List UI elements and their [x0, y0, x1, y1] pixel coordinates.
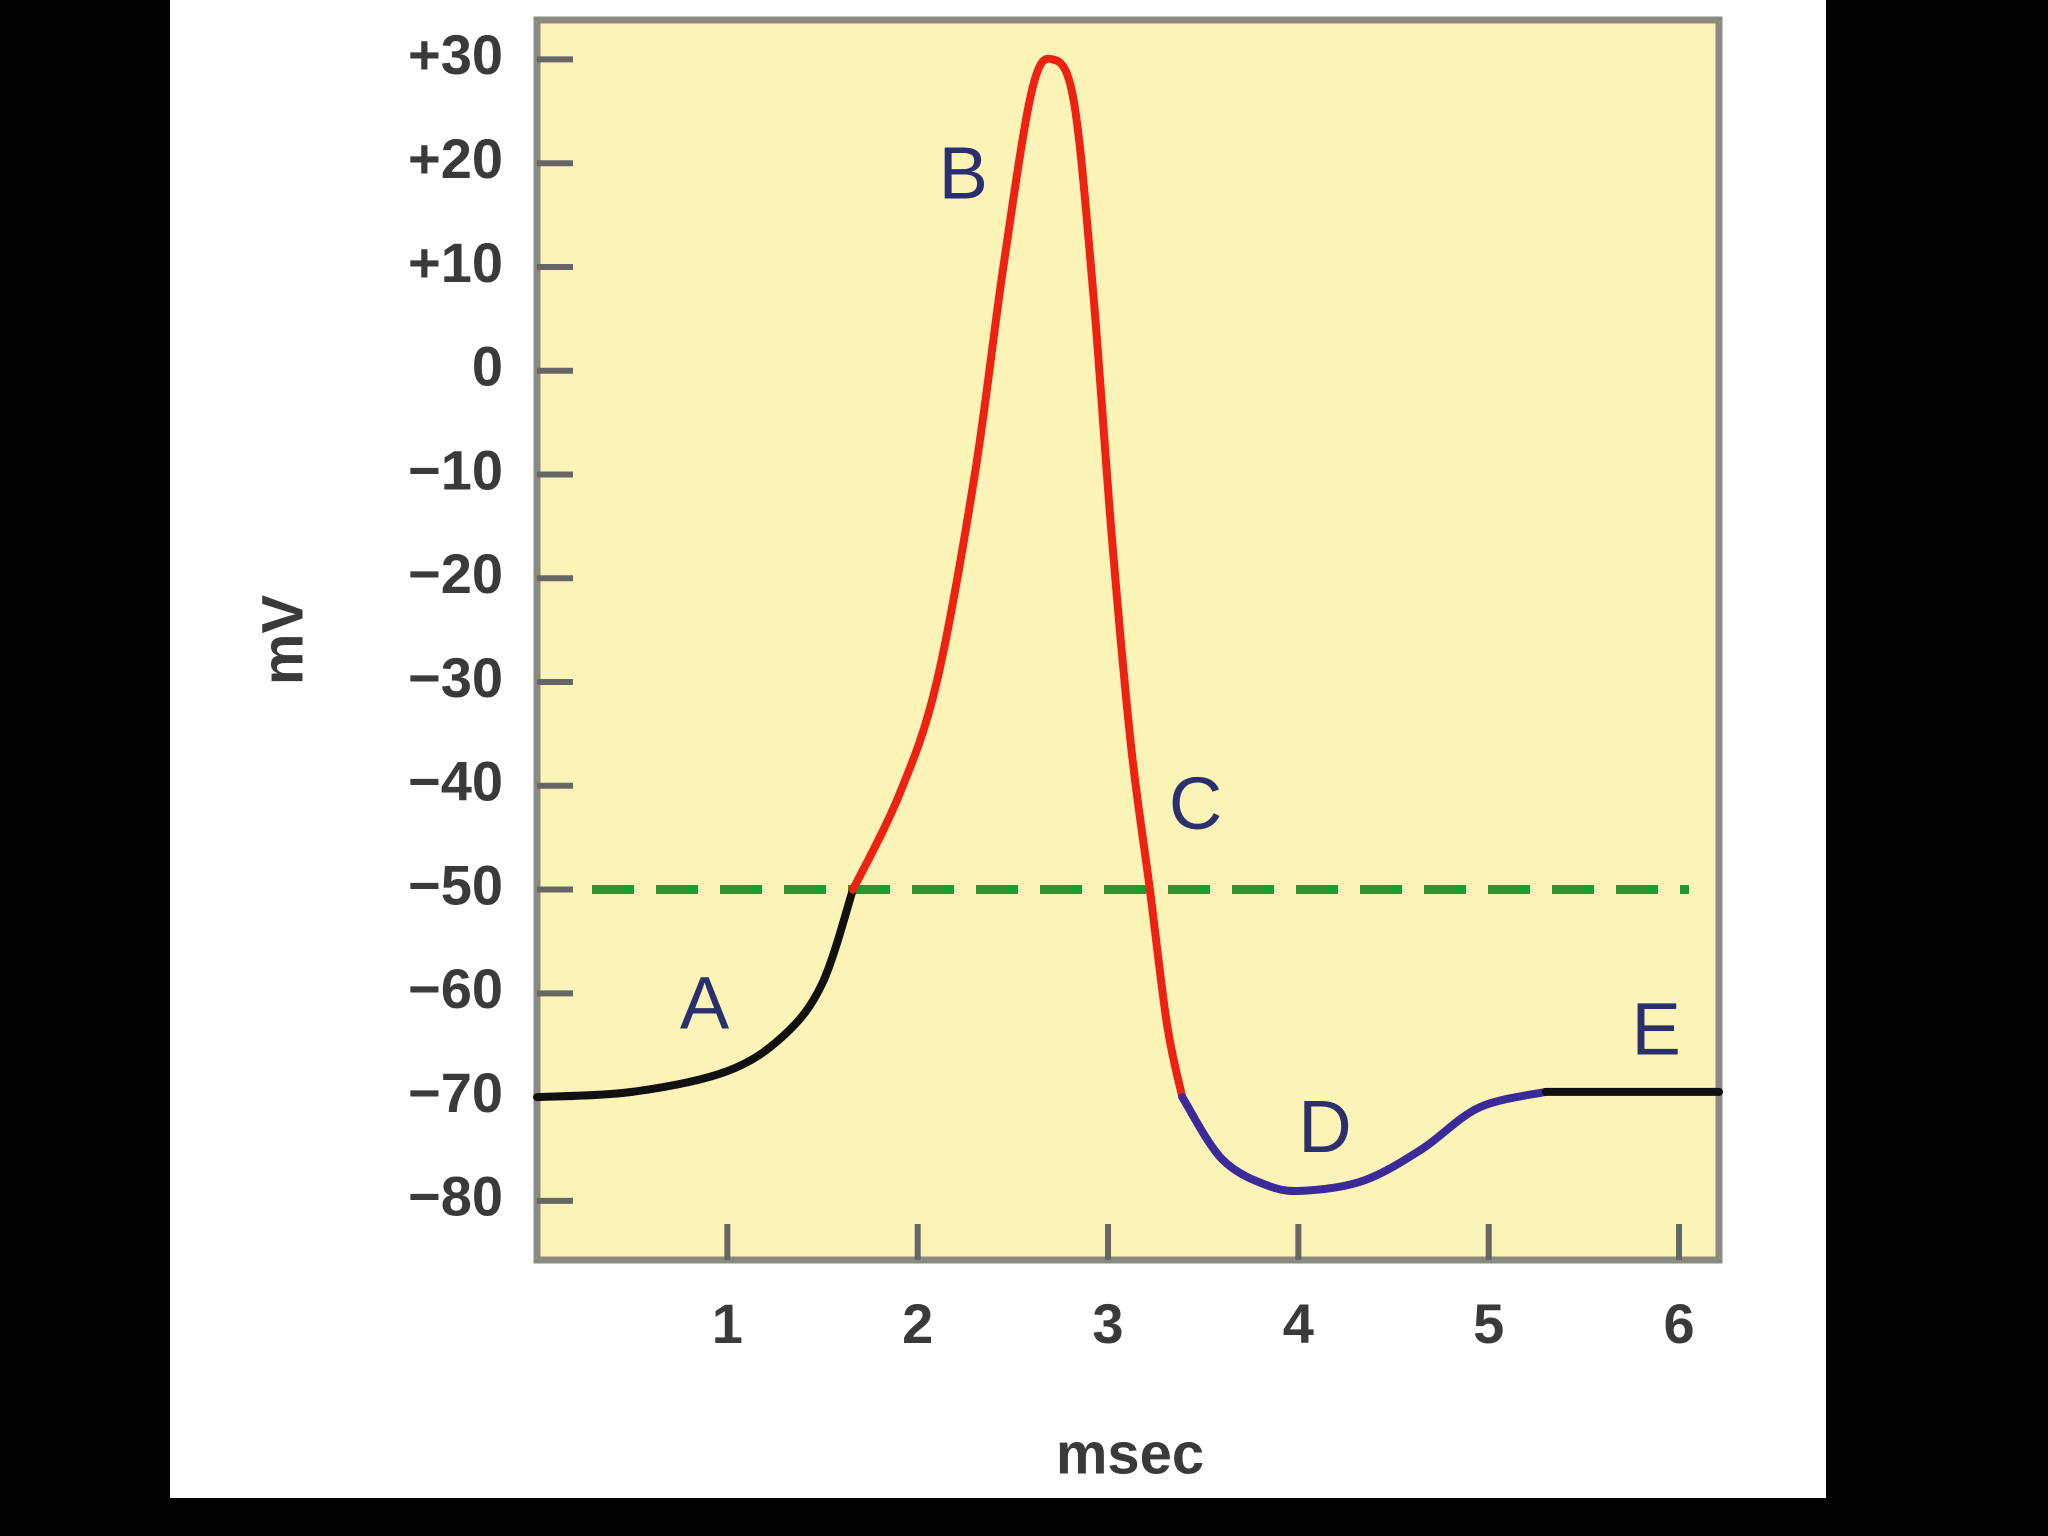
y-tick-label: −30: [408, 646, 503, 709]
phase-label: A: [680, 961, 730, 1044]
y-axis-title: mV: [250, 595, 315, 686]
y-tick-label: −70: [408, 1061, 503, 1124]
y-tick-label: −50: [408, 853, 503, 916]
line-series: [533, 885, 857, 1102]
y-tick-label: +10: [408, 231, 503, 294]
phase-label: D: [1298, 1085, 1351, 1168]
phase-label: E: [1632, 987, 1681, 1070]
y-tick-label: +30: [408, 23, 503, 86]
y-tick-label: −40: [408, 750, 503, 813]
y-tick-label: +20: [408, 127, 503, 190]
y-tick-label: −60: [408, 957, 503, 1020]
line-series: [1178, 1087, 1550, 1195]
x-tick-label: 3: [1092, 1292, 1123, 1355]
x-tick-label: 4: [1283, 1292, 1314, 1355]
x-axis-title: msec: [1056, 1421, 1204, 1486]
phase-label: B: [939, 131, 988, 214]
line-series: [848, 54, 1187, 1102]
y-tick-label: −20: [408, 542, 503, 605]
y-tick-label: −80: [408, 1165, 503, 1228]
x-tick-label: 6: [1663, 1292, 1694, 1355]
x-tick-label: 1: [712, 1292, 743, 1355]
x-tick-label: 2: [902, 1292, 933, 1355]
y-tick-label: 0: [472, 335, 503, 398]
y-tick-label: −10: [408, 438, 503, 501]
plot-area: [533, 16, 1723, 1264]
x-tick-label: 5: [1473, 1292, 1504, 1355]
phase-label: C: [1169, 762, 1222, 845]
